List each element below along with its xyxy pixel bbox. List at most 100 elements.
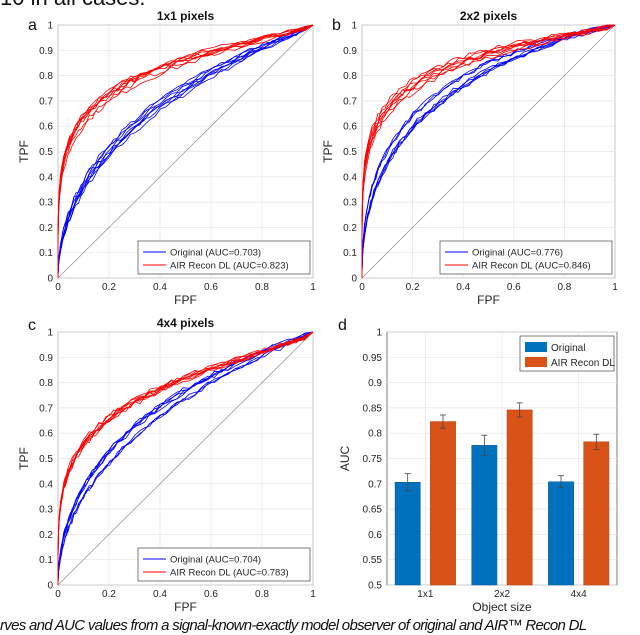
panel-a: a 0 0.1 0.2 0.3 0.4 0.5 0.6 0.7 0.8 0.9 1 TPF FPF 1x1 … <box>17 9 316 307</box>
x-tick-label: 1 <box>612 282 618 293</box>
roc-curve <box>57 24 314 279</box>
legend: Original (AUC=0.704) AIR Recon DL (AUC=0.… <box>137 547 311 582</box>
y-tick-label: 0.8 <box>368 429 382 440</box>
y-tick-label: 0.1 <box>39 248 53 259</box>
y-tick-label: 0.65 <box>363 505 383 516</box>
chart-title: 1x1 pixels <box>157 9 215 23</box>
roc-curve <box>361 24 615 279</box>
y-axis-label: TPF <box>17 140 31 163</box>
bar <box>394 482 421 586</box>
legend-label: AIR Recon DL (AUC=0.783) <box>170 568 289 579</box>
y-tick-label: 0.5 <box>368 581 382 592</box>
y-tick-label: 0.7 <box>39 96 53 107</box>
roc-curve <box>57 331 314 586</box>
legend: Original (AUC=0.703) AIR Recon DL (AUC=0.… <box>137 240 311 275</box>
x-tick-label: 0 <box>55 589 61 600</box>
chance-line <box>361 24 616 279</box>
y-tick-label: 0.7 <box>39 403 53 414</box>
y-tick-label: 0.6 <box>39 429 53 440</box>
x-tick-label: 0.4 <box>153 589 167 600</box>
panel-c: c 0 0.1 0.2 0.3 0.4 0.5 0.6 0.7 0.8 0.9 1 TPF FPF 4x4 … <box>17 316 316 614</box>
bar <box>471 445 498 586</box>
roc-curve <box>57 24 314 279</box>
panel-b: b 0 0.1 0.2 0.3 0.4 0.5 0.6 0.7 0.8 0.9 1 TPF FPF 2x2 … <box>321 9 618 307</box>
y-tick-label: 0.6 <box>343 122 357 133</box>
x-tick-label: 0.8 <box>255 282 269 293</box>
y-tick-label: 0.5 <box>39 454 53 465</box>
x-tick-label: 0.2 <box>102 282 116 293</box>
x-tick-label: 0 <box>359 282 365 293</box>
x-tick-label: 4x4 <box>571 589 588 600</box>
y-tick-label: 0 <box>351 274 357 285</box>
roc-curve <box>361 24 616 279</box>
panel-d: d 0.5 0.55 0.6 0.65 0.7 0.75 0.8 0.85 0.9 0.95 1 AUC… <box>338 317 618 614</box>
roc-curve <box>57 331 314 586</box>
x-tick-label: 1 <box>310 589 316 600</box>
chance-line <box>57 331 314 586</box>
bar <box>430 421 456 586</box>
x-axis-label: Object size <box>472 600 532 614</box>
x-axis-label: FPF <box>174 600 197 614</box>
legend-label: AIR Recon DL (AUC=0.823) <box>170 261 289 272</box>
y-tick-label: 0.9 <box>343 46 357 57</box>
x-tick-label: 0.2 <box>102 589 116 600</box>
y-tick-label: 0.4 <box>343 172 357 183</box>
x-tick-label: 0.8 <box>557 282 571 293</box>
roc-curve <box>57 24 314 279</box>
legend-label: AIR Recon DL <box>551 358 615 369</box>
legend-box <box>137 547 311 582</box>
y-tick-label: 0.9 <box>39 353 53 364</box>
y-tick-label: 0.95 <box>363 353 383 364</box>
x-tick-label: 0.6 <box>204 282 218 293</box>
y-tick-label: 0.7 <box>368 479 382 490</box>
x-tick-label: 0.4 <box>153 282 167 293</box>
y-tick-label: 0.3 <box>39 505 53 516</box>
roc-curve <box>57 331 314 586</box>
roc-curve <box>361 24 616 279</box>
y-tick-label: 0.7 <box>343 96 357 107</box>
y-tick-label: 1 <box>47 21 53 32</box>
y-tick-label: 0.75 <box>363 454 383 465</box>
x-tick-label: 0.6 <box>204 589 218 600</box>
chart-title: 4x4 pixels <box>157 316 215 330</box>
x-tick-label: 0.4 <box>456 282 470 293</box>
caption-bottom: rves and AUC values from a signal-known-… <box>0 617 587 634</box>
legend-swatch <box>525 357 547 367</box>
chance-line <box>57 24 314 279</box>
y-tick-label: 0.6 <box>368 530 382 541</box>
x-tick-label: 1x1 <box>417 589 434 600</box>
legend-label: AIR Recon DL (AUC=0.846) <box>472 261 591 272</box>
y-tick-label: 1 <box>351 21 357 32</box>
legend: Original AIR Recon DL <box>519 335 615 372</box>
roc-curve <box>57 331 314 586</box>
roc-curve <box>57 24 314 279</box>
y-tick-label: 0.4 <box>39 479 53 490</box>
legend-box <box>137 240 311 275</box>
x-axis-label: FPF <box>477 293 500 307</box>
y-tick-label: 0 <box>47 581 53 592</box>
y-tick-label: 0.5 <box>343 147 357 158</box>
y-tick-label: 0.3 <box>343 198 357 209</box>
x-tick-label: 0.8 <box>255 589 269 600</box>
y-tick-label: 0.2 <box>39 223 53 234</box>
y-tick-label: 0.85 <box>363 403 383 414</box>
y-tick-label: 0.4 <box>39 172 53 183</box>
panel-letter: b <box>332 17 341 34</box>
roc-curve <box>57 331 314 586</box>
y-tick-label: 0.3 <box>39 198 53 209</box>
y-tick-label: 0.9 <box>368 378 382 389</box>
roc-curve <box>57 24 314 279</box>
y-tick-label: 0.8 <box>39 378 53 389</box>
y-tick-label: 0.5 <box>39 147 53 158</box>
roc-curve <box>57 24 314 279</box>
y-tick-label: 0.2 <box>39 530 53 541</box>
x-tick-label: 2x2 <box>494 589 511 600</box>
y-tick-label: 0.1 <box>343 248 357 259</box>
x-tick-label: 0.2 <box>406 282 420 293</box>
y-tick-label: 1 <box>47 328 53 339</box>
legend-label: Original (AUC=0.776) <box>472 248 563 259</box>
panel-letter: c <box>28 317 36 334</box>
y-tick-label: 0.8 <box>39 71 53 82</box>
y-axis-label: AUC <box>338 446 352 472</box>
